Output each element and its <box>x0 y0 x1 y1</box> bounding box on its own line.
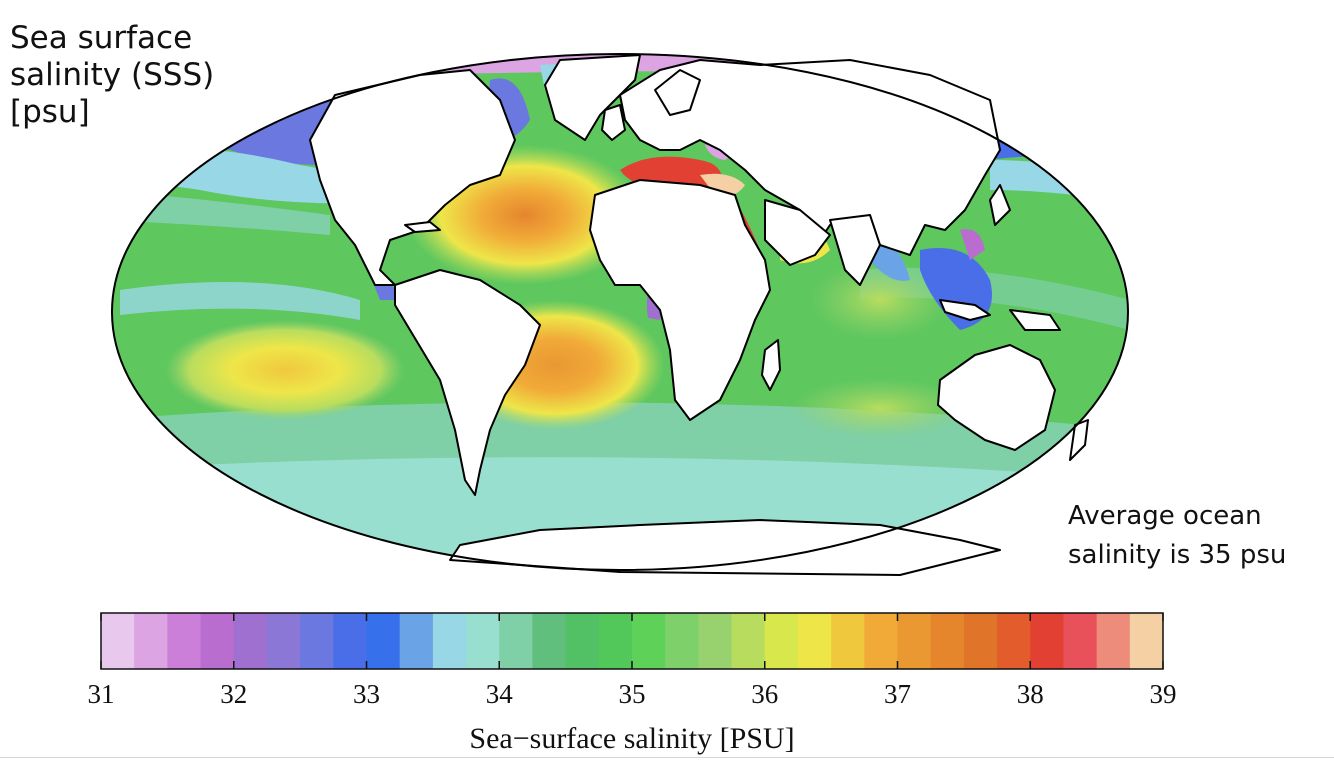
average-salinity-note: Average ocean salinity is 35 psu <box>1068 497 1328 575</box>
colorbar-cell <box>1063 613 1098 669</box>
arabian-peninsula <box>764 199 831 266</box>
colorbar-cell <box>399 613 434 669</box>
colorbar-cell <box>134 613 168 669</box>
colorbar-cell <box>665 613 699 669</box>
colorbar-cell <box>466 613 500 669</box>
colorbar-cell <box>1030 613 1065 669</box>
map-title-line-1: Sea surface <box>10 20 193 56</box>
greenland <box>544 54 641 141</box>
map-title-line-3: [psu] <box>10 94 90 130</box>
colorbar-cell <box>333 613 368 669</box>
colorbar-cell <box>698 613 733 669</box>
colorbar-ticks: 31 32 33 34 35 36 37 38 39 <box>88 613 1177 709</box>
colorbar-cell <box>897 613 932 669</box>
globe-outline <box>111 53 1129 571</box>
salinity-map <box>111 53 1129 576</box>
colorbar-tick-label: 39 <box>1150 679 1177 709</box>
indonesia <box>939 299 991 321</box>
colorbar-cell <box>266 613 301 669</box>
colorbar-cell <box>930 613 965 669</box>
note-line-1: Average ocean <box>1068 501 1262 531</box>
colorbar-cell <box>532 613 567 669</box>
japan <box>989 184 1011 226</box>
north-america <box>309 69 516 286</box>
colorbar-cell <box>764 613 799 669</box>
colorbar-cell <box>632 613 666 669</box>
colorbar-cell <box>101 613 135 669</box>
madagascar <box>761 339 781 391</box>
south-america <box>394 269 541 496</box>
colorbar-tick-label: 31 <box>88 679 115 709</box>
map-title-line-2: salinity (SSS) <box>10 57 215 93</box>
british-isles <box>601 104 626 141</box>
africa <box>589 179 771 421</box>
bottom-divider <box>0 757 1334 758</box>
colorbar-cell <box>499 613 534 669</box>
colorbar-cell <box>831 613 865 669</box>
colorbar-tick-label: 32 <box>220 679 247 709</box>
continents <box>309 54 1089 576</box>
colorbar-tick-label: 37 <box>884 679 911 709</box>
colorbar-cell <box>200 613 235 669</box>
colorbar-cell <box>1129 613 1164 669</box>
colorbar-tick-label: 38 <box>1017 679 1044 709</box>
colorbar-cell <box>997 613 1031 669</box>
note-line-2: salinity is 35 psu <box>1068 540 1287 570</box>
colorbar-cell <box>565 613 600 669</box>
colorbar-tick-label: 34 <box>486 679 514 709</box>
colorbar-cell <box>432 613 467 669</box>
colorbar-cell <box>797 613 832 669</box>
colorbar-cell <box>731 613 766 669</box>
colorbar-tick-label: 36 <box>751 679 778 709</box>
india <box>829 214 881 286</box>
colorbar-tick-label: 35 <box>619 679 646 709</box>
new-guinea <box>1009 309 1061 331</box>
colorbar-cell <box>167 613 202 669</box>
colorbar-cell <box>963 613 998 669</box>
colorbar-cell <box>300 613 334 669</box>
colorbar-axis-label: Sea−surface salinity [PSU] <box>469 722 794 755</box>
map-title: Sea surface salinity (SSS) [psu] <box>10 20 270 131</box>
colorbar-cells <box>101 613 1164 669</box>
colorbar-cell <box>864 613 899 669</box>
colorbar-cell <box>366 613 401 669</box>
australia <box>937 344 1056 451</box>
colorbar-cell <box>233 613 268 669</box>
scandinavia <box>654 69 701 116</box>
colorbar-cell <box>598 613 633 669</box>
colorbar-cell <box>1096 613 1131 669</box>
new-zealand <box>1069 419 1089 461</box>
colorbar-tick-label: 33 <box>353 679 380 709</box>
caribbean-islands <box>404 221 441 233</box>
